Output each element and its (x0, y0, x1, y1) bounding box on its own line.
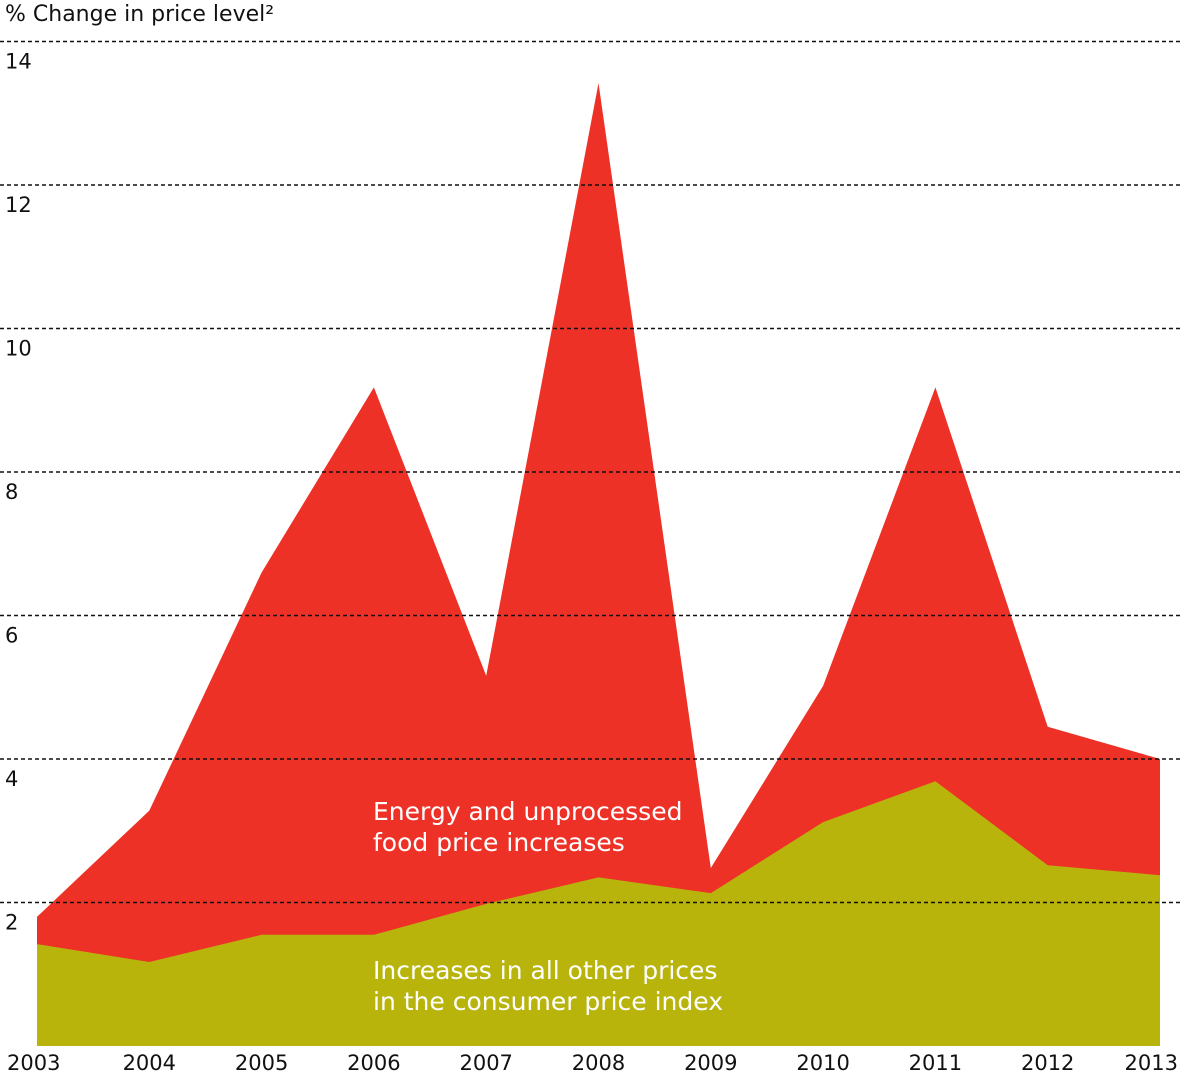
area-other-prices (37, 781, 1160, 1046)
x-tick-label: 2011 (909, 1051, 962, 1072)
annotation-red-line2: food price increases (373, 828, 625, 857)
x-tick-label: 2005 (235, 1051, 288, 1072)
x-tick-label: 2006 (347, 1051, 400, 1072)
y-tick-label: 4 (5, 767, 18, 791)
x-tick-label: 2007 (459, 1051, 512, 1072)
x-tick-label: 2003 (7, 1051, 60, 1072)
x-tick-label: 2012 (1021, 1051, 1074, 1072)
annotation-green-line1: Increases in all other prices (373, 956, 717, 985)
y-tick-label: 14 (5, 50, 32, 74)
annotation-green-line2: in the consumer price index (373, 987, 723, 1016)
x-tick-label: 2010 (796, 1051, 849, 1072)
x-tick-label: 2004 (123, 1051, 176, 1072)
x-tick-label: 2008 (572, 1051, 625, 1072)
y-tick-label: 10 (5, 337, 32, 361)
x-tick-label: 2009 (684, 1051, 737, 1072)
y-tick-label: 6 (5, 624, 18, 648)
y-tick-label: 12 (5, 193, 32, 217)
x-tick-label: 2013 (1125, 1051, 1178, 1072)
annotation-red-line1: Energy and unprocessed (373, 797, 682, 826)
y-tick-label: 2 (5, 911, 18, 935)
chart-title: % Change in price level² (5, 2, 274, 27)
y-tick-label: 8 (5, 480, 18, 504)
